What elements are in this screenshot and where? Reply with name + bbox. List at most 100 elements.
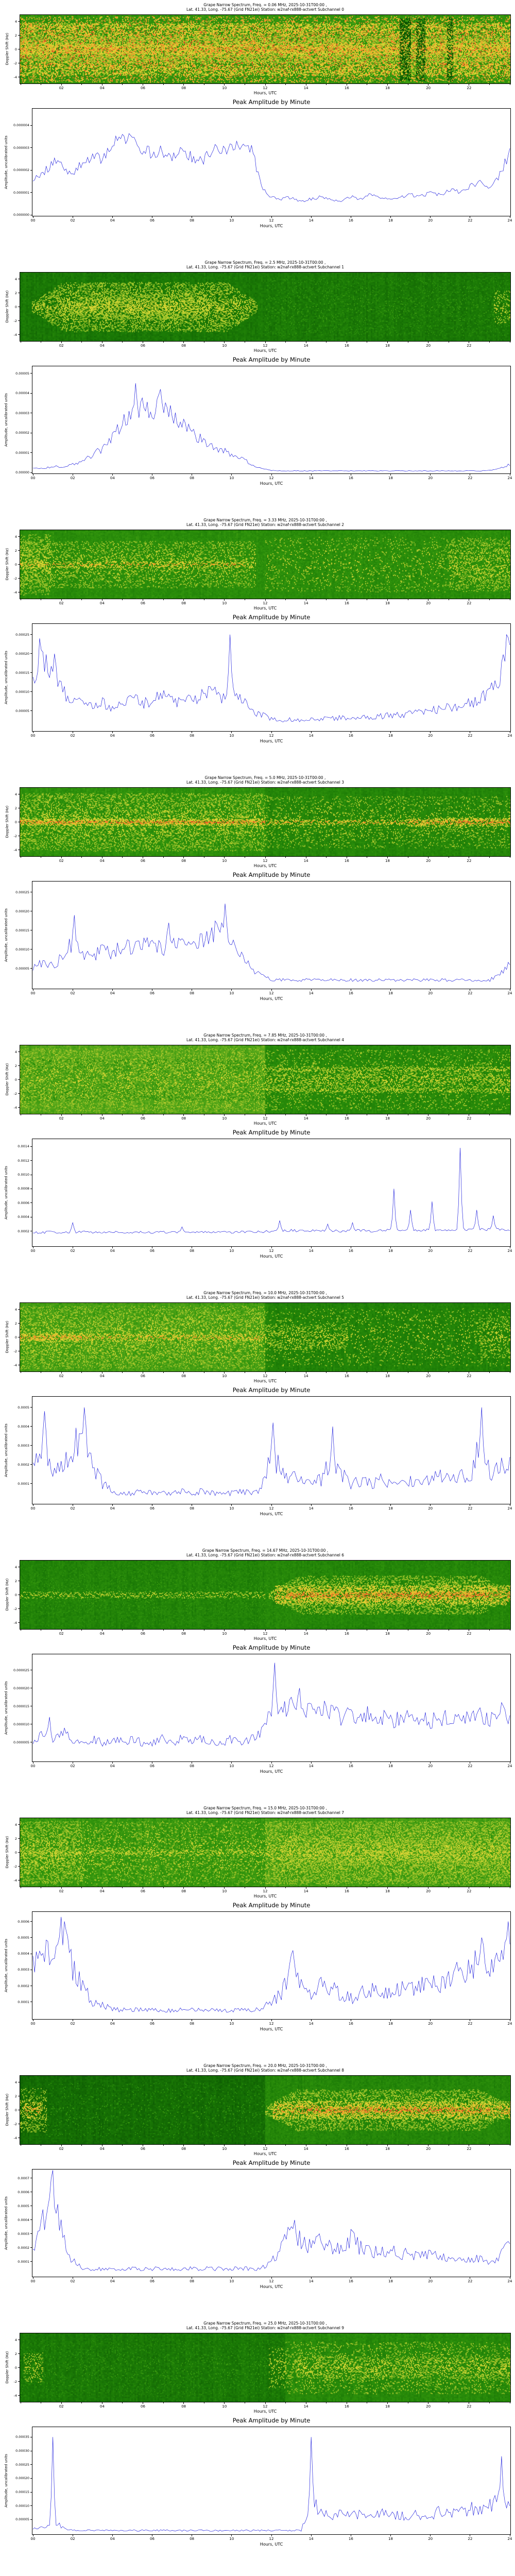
amplitude-title: Peak Amplitude by Minute <box>232 1902 311 1909</box>
y-tick-label: -4 <box>13 590 17 595</box>
spectrogram-plot <box>20 2333 511 2402</box>
x-tick-label: 20 <box>426 86 431 90</box>
x-tick-label: 04 <box>99 1632 105 1636</box>
x-minor-tick-mark <box>489 1114 490 1115</box>
y-tick-mark <box>18 1107 20 1108</box>
y-tick-label: 0.00025 <box>15 632 29 637</box>
y-tick-mark <box>30 1483 32 1484</box>
x-tick-label: 06 <box>150 218 154 223</box>
amplitude-line-chart <box>32 1917 510 2013</box>
x-tick-label: 10 <box>222 2404 227 2409</box>
x-tick-mark <box>387 599 388 601</box>
y-tick-label: 4 <box>14 1049 17 1054</box>
x-tick-mark <box>265 1114 266 1116</box>
x-tick-label: 08 <box>190 1506 195 1511</box>
spectrogram-plot <box>20 1045 511 1114</box>
x-tick-mark <box>231 2535 232 2536</box>
x-tick-label: 02 <box>70 1764 75 1768</box>
y-tick-label: 0.0014 <box>18 1144 29 1149</box>
x-tick-label: 00 <box>30 991 36 995</box>
x-tick-label: 04 <box>110 2279 115 2283</box>
x-tick-label: 06 <box>150 2022 154 2026</box>
y-tick-mark <box>18 1065 20 1066</box>
x-tick-mark <box>61 1630 62 1631</box>
amplitude-xtick-labels: 00 02 04 06 08 10 12 14 16 18 20 22 24 <box>31 1504 512 1513</box>
spectrogram-ytick-labels: 4 2 0 -2 -4 <box>0 530 20 599</box>
x-tick-label: 08 <box>181 86 186 90</box>
subchannel-plot-pair: Grape Narrow Spectrum, Freq. = 2.5 MHz, … <box>0 258 515 515</box>
y-tick-label: 0.0008 <box>18 1187 29 1191</box>
y-tick-mark <box>30 2505 32 2506</box>
x-tick-label: 18 <box>385 1889 390 1893</box>
x-tick-mark <box>224 84 225 86</box>
x-tick-label: 06 <box>141 859 145 863</box>
x-tick-mark <box>311 1504 312 1506</box>
spectrogram-xlabel: Hours, UTC <box>253 2409 277 2414</box>
y-tick-label: 0.00015 <box>15 928 29 933</box>
x-tick-label: 16 <box>348 1764 353 1768</box>
y-tick-label: 0.000003 <box>13 145 29 150</box>
x-tick-mark <box>271 474 272 476</box>
amplitude-ytick-labels: 0.0001 0.0002 0.0003 0.0004 0.0005 0.0006 <box>0 1911 32 2020</box>
y-tick-label: 2 <box>14 2094 17 2098</box>
x-tick-label: 22 <box>467 1632 472 1636</box>
y-tick-label: 2 <box>14 1321 17 1326</box>
x-tick-label: 04 <box>110 1764 115 1768</box>
x-minor-tick-mark <box>81 2402 82 2403</box>
x-tick-mark <box>311 1762 312 1764</box>
spectrogram-title: Grape Narrow Spectrum, Freq. = 10.0 MHz,… <box>203 1291 327 1295</box>
x-tick-label: 18 <box>385 859 390 863</box>
spectrogram-title: Grape Narrow Spectrum, Freq. = 0.06 MHz,… <box>203 3 327 7</box>
x-tick-label: 02 <box>70 991 75 995</box>
x-tick-mark <box>390 474 391 476</box>
x-tick-label: 06 <box>141 1374 145 1378</box>
x-tick-label: 06 <box>141 2147 145 2151</box>
amplitude-xlabel: Hours, UTC <box>260 2284 283 2289</box>
amplitude-series <box>32 133 510 202</box>
x-tick-mark <box>311 732 312 733</box>
x-minor-tick-mark <box>326 1887 327 1888</box>
x-minor-tick-mark <box>326 1630 327 1631</box>
x-tick-label: 14 <box>308 2022 314 2026</box>
y-tick-mark <box>18 550 20 551</box>
spectrogram-subtitle: Lat. 41.33, Long. -75.67 (Grid FN21ei) S… <box>186 2068 345 2073</box>
y-tick-mark <box>18 1079 20 1080</box>
spectrogram-ytick-labels: 4 2 0 -2 -4 <box>0 2333 20 2402</box>
y-tick-label: -4 <box>13 1620 17 1625</box>
x-tick-label: 10 <box>222 859 227 863</box>
y-tick-mark <box>18 1838 20 1839</box>
y-tick-label: 0 <box>14 820 17 824</box>
x-tick-label: 18 <box>385 1116 390 1121</box>
x-tick-mark <box>183 342 184 343</box>
amplitude-series <box>32 1147 510 1234</box>
x-tick-label: 16 <box>344 1889 349 1893</box>
x-tick-mark <box>231 1762 232 1764</box>
x-tick-label: 22 <box>467 1374 472 1378</box>
spectrogram-xlabel: Hours, UTC <box>253 1121 277 1126</box>
amplitude-title: Peak Amplitude by Minute <box>232 614 311 621</box>
x-tick-mark <box>387 857 388 858</box>
x-minor-tick-mark <box>285 84 286 85</box>
x-tick-mark <box>112 216 113 218</box>
x-tick-mark <box>387 2402 388 2404</box>
x-tick-label: 18 <box>385 601 390 605</box>
x-tick-label: 16 <box>348 218 353 223</box>
x-minor-tick-mark <box>285 1114 286 1115</box>
spectrogram-heatmap <box>20 530 510 599</box>
amplitude-title: Peak Amplitude by Minute <box>232 2159 311 2166</box>
x-tick-label: 12 <box>263 344 268 348</box>
x-tick-label: 08 <box>190 734 195 738</box>
x-tick-label: 04 <box>99 1889 105 1893</box>
spectrogram-plot <box>20 14 511 84</box>
x-tick-label: 22 <box>467 344 472 348</box>
y-tick-label: 0.000010 <box>13 1722 29 1726</box>
x-tick-label: 04 <box>99 859 105 863</box>
x-tick-mark <box>61 857 62 858</box>
y-tick-label: 0.00005 <box>15 371 29 376</box>
y-tick-mark <box>30 1160 32 1161</box>
y-tick-label: 0 <box>14 1592 17 1597</box>
y-tick-label: 0.000004 <box>13 123 29 128</box>
x-tick-label: 14 <box>308 1506 314 1511</box>
x-minor-tick-mark <box>81 2145 82 2146</box>
spectrogram-plot <box>20 787 511 857</box>
